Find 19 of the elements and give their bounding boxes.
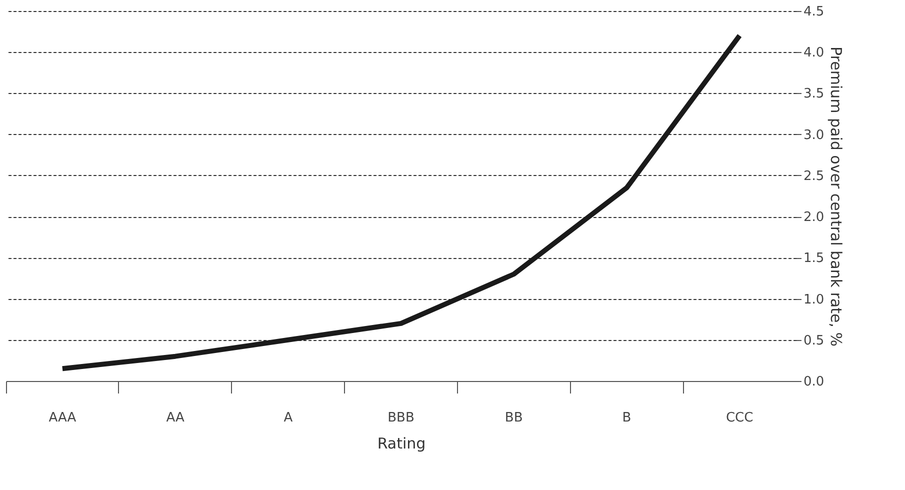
x-axis-title: Rating bbox=[377, 434, 426, 452]
y-tick-label: 4.0 bbox=[804, 46, 824, 61]
x-tick-label: BB bbox=[504, 410, 523, 426]
y-tick-label: 3.0 bbox=[804, 128, 824, 143]
y-axis-title: Premium paid over central bank rate, % bbox=[827, 46, 846, 346]
y-tick-label: 2.0 bbox=[804, 210, 824, 226]
y-tick-label: 4.5 bbox=[804, 4, 824, 20]
y-tick-label: 0.5 bbox=[804, 333, 824, 348]
y-tick-label: 0.0 bbox=[804, 374, 824, 390]
x-tick-label: B bbox=[622, 410, 632, 426]
x-tick-label: BBB bbox=[388, 410, 414, 426]
x-tick-label: AAA bbox=[48, 410, 76, 426]
x-tick-label: A bbox=[284, 410, 293, 426]
y-tick-label: 2.5 bbox=[804, 168, 824, 184]
x-tick-label: CCC bbox=[726, 410, 754, 426]
y-tick-label: 1.5 bbox=[804, 251, 824, 266]
x-tick-label: AA bbox=[166, 410, 184, 426]
y-tick-label: 1.0 bbox=[804, 292, 824, 308]
y-tick-label: 3.5 bbox=[804, 86, 824, 102]
